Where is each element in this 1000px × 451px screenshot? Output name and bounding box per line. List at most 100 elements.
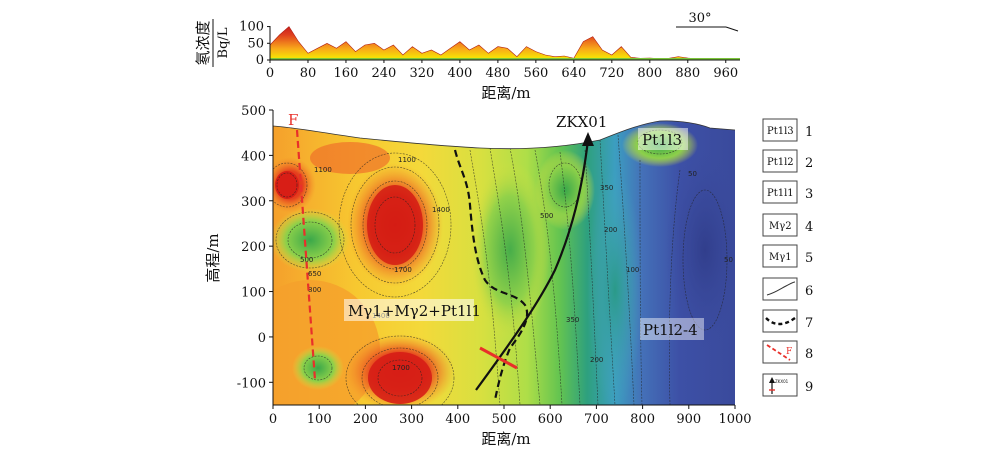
section-x-tick-label: 400 [445,412,470,427]
contact-boundary [453,149,529,401]
profile-ylabel: 氡浓度 Bq/L [194,19,231,67]
navy-low [665,150,735,350]
legend-item-7: 7 [762,309,813,333]
fault-icon [766,344,791,361]
legend-number: 1 [805,125,813,140]
contour-label: 650 [308,270,321,278]
section-x-tick-label: 1000 [718,412,751,427]
legend-item-5: Mγ1 5 [762,244,813,268]
drill-label: ZKX01 [556,113,607,131]
section-y-tick-label: 300 [241,195,266,210]
angle-label: 30° [688,11,711,26]
profile-x-tick-label: 880 [675,66,700,81]
legend-number: 6 [805,284,813,299]
section-y-ticks: 500 400 300 200 100 0 -100 [237,104,273,391]
legend-item-8: F 8 [762,340,813,364]
profile-area [269,26,740,61]
profile-x-tick-label: 480 [485,66,510,81]
legend-number: 7 [805,316,813,331]
section-y-tick-label: 100 [241,286,266,301]
profile-x-tick-label: 80 [300,66,317,81]
green-low-bottom [292,346,344,390]
section-x-tick-label: 200 [353,412,378,427]
section-x-tick-label: 600 [538,412,563,427]
legend-number: 8 [805,347,813,362]
legend-item-6: 6 [762,277,813,301]
legend-number: 9 [805,380,813,395]
legend-number: 2 [805,156,813,171]
contour-label: 500 [540,212,553,220]
section-ylabel: 高程/m [204,233,222,282]
contour-label: 500 [300,256,313,264]
section-y-tick-label: 500 [241,104,266,119]
legend-number: 3 [805,187,813,202]
profile-y-tick-label: 0 [256,53,264,68]
section-x-tick-label: 800 [630,412,655,427]
drill-intercept-marker [479,346,518,370]
geologic-section: 1100 1400 1700 500 650 800 1100 1400 170… [204,104,752,448]
cyan-band [587,170,643,406]
section-x-tick-label: 700 [584,412,609,427]
profile-x-tick-label: 560 [523,66,548,81]
unit-label-top-text: Pt1l3 [642,131,682,149]
contour-label: 1700 [394,266,412,274]
unit-label-main-text: Mγ1+Mγ2+Pt1l1 [348,302,481,320]
boundary-icon [765,317,796,326]
drill-hole-path [475,139,590,391]
legend-swatch-text: Pt1l3 [767,126,794,137]
profile-y-tick-label: 100 [239,20,264,35]
section-x-tick-label: 500 [492,412,517,427]
legend-swatch-text: Pt1l2 [767,157,794,168]
section-x-tick-label: 100 [307,412,332,427]
legend-item-9: ZKX01 9 [762,373,813,397]
contour-label: 800 [308,286,321,294]
profile-x-tick-label: 640 [561,66,586,81]
unit-label-main: Mγ1+Mγ2+Pt1l1 [344,299,481,321]
hot-core-left [275,171,299,199]
legend-number: 5 [805,251,813,266]
section-x-tick-label: 300 [399,412,424,427]
profile-area-series [269,26,736,61]
contour-label: 1100 [314,166,332,174]
contour-label: 50 [724,256,733,264]
section-y-tick-label: -100 [237,376,266,391]
legend-drill-text: ZKX01 [775,379,789,384]
section-x-tick-label: 900 [676,412,701,427]
green-low-right [535,150,595,230]
contour-label: 350 [566,316,579,324]
profile-x-tick-label: 400 [447,66,472,81]
profile-x-tick-label: 160 [334,66,359,81]
unit-label-bottom: Pt1l2-4 [640,318,704,340]
profile-y-tick-label: 50 [247,36,264,51]
legend: Pt1l3 1 Pt1l2 2 Pt1l1 3 Mγ2 4 Mγ1 5 6 [762,118,813,397]
fault-line [295,129,317,381]
section-y-tick-label: 200 [241,240,266,255]
drill-hole-arrow [582,132,594,146]
contour-label: 200 [590,356,603,364]
hot-core-bottom [368,352,432,404]
profile-ylabel-line2: Bq/L [216,27,231,58]
legend-item-2: Pt1l2 2 [762,149,813,173]
profile-x-tick-label: 800 [637,66,662,81]
legend-swatch-text: Pt1l1 [767,188,794,199]
unit-label-top: Pt1l3 [638,128,688,150]
unit-label-bottom-text: Pt1l2-4 [643,321,698,339]
legend-item-4: Mγ2 4 [762,213,813,237]
angle-ray [725,26,739,32]
profile-x-tick-label: 320 [410,66,435,81]
drill-arrow-icon [769,377,775,383]
section-y-tick-label: 400 [241,149,266,164]
profile-x-tick-label: 0 [266,66,274,81]
legend-item-1: Pt1l3 1 [762,118,813,142]
surface-line [272,120,736,150]
section-x-ticks: 0 100 200 300 400 500 600 700 800 900 1000 [269,405,752,427]
contour-label: 200 [604,226,617,234]
contour-label: 1100 [398,156,416,164]
contour-label: 1400 [432,206,450,214]
fault-label: F [288,111,298,129]
profile-x-tick-label: 960 [713,66,738,81]
section-x-tick-label: 0 [269,412,277,427]
